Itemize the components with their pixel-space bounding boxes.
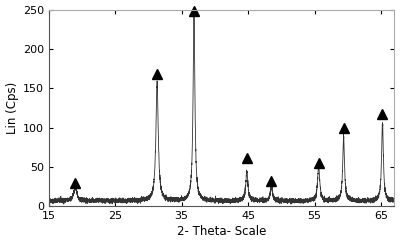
Y-axis label: Lin (Cps): Lin (Cps) <box>6 82 18 134</box>
X-axis label: 2- Theta- Scale: 2- Theta- Scale <box>177 225 266 239</box>
